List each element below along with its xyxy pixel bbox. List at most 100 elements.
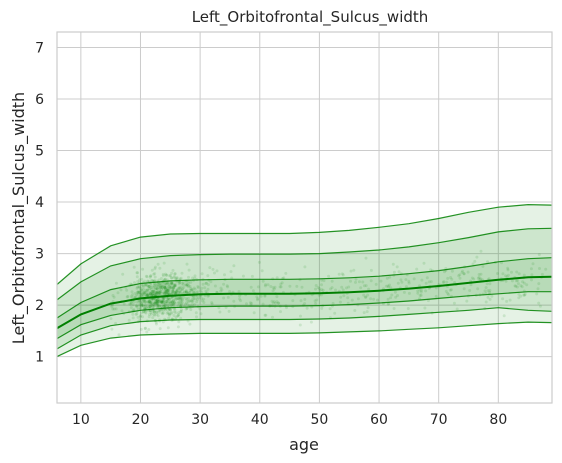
data-point: [466, 270, 470, 274]
data-point: [458, 273, 462, 277]
data-point: [449, 288, 453, 292]
data-point: [134, 313, 138, 316]
data-point: [282, 276, 286, 280]
data-point: [144, 283, 147, 287]
data-point: [140, 304, 144, 307]
data-point: [119, 288, 123, 292]
data-point: [349, 279, 352, 283]
data-point: [148, 292, 152, 296]
data-point: [167, 282, 171, 286]
data-point: [145, 289, 149, 293]
data-point: [175, 276, 179, 280]
data-point: [177, 313, 181, 317]
data-point: [388, 275, 392, 279]
data-point: [151, 292, 155, 296]
data-point: [171, 286, 175, 290]
data-point: [155, 310, 159, 314]
data-point: [153, 272, 157, 276]
data-point: [185, 291, 189, 295]
data-point: [158, 284, 162, 288]
data-point: [157, 293, 161, 296]
data-point: [129, 294, 133, 298]
data-point: [197, 296, 200, 300]
data-point: [522, 273, 526, 277]
data-point: [129, 306, 133, 309]
data-point: [182, 285, 186, 289]
data-point: [136, 290, 140, 294]
data-point: [130, 296, 134, 300]
data-point: [136, 292, 140, 296]
data-point: [181, 281, 185, 284]
data-point: [350, 298, 354, 302]
data-point: [264, 313, 268, 317]
data-point: [144, 326, 147, 330]
y-tick-labels: 1 2 3 4 5 6 7: [35, 40, 44, 365]
data-point: [376, 298, 379, 302]
data-point: [402, 290, 406, 294]
data-point: [150, 291, 154, 295]
data-point: [232, 264, 236, 268]
data-point: [505, 275, 509, 279]
data-point: [162, 304, 166, 308]
data-point: [132, 265, 136, 269]
data-point: [158, 286, 162, 290]
data-point: [166, 297, 170, 301]
data-point: [200, 286, 204, 290]
data-point: [155, 291, 158, 295]
data-point: [146, 300, 150, 304]
data-point: [161, 282, 165, 286]
data-point: [264, 283, 268, 287]
data-point: [152, 302, 156, 306]
data-point: [166, 290, 170, 294]
data-point: [160, 286, 164, 290]
data-point: [146, 284, 150, 288]
data-point: [162, 291, 166, 295]
data-point: [141, 294, 145, 298]
data-point: [138, 299, 142, 303]
data-point: [142, 304, 146, 308]
data-point: [145, 306, 149, 309]
data-point: [429, 280, 433, 284]
data-point: [155, 300, 159, 303]
data-point: [158, 291, 162, 295]
data-point: [359, 286, 363, 290]
data-point: [133, 281, 136, 285]
data-point: [111, 307, 115, 311]
data-point: [208, 266, 212, 270]
data-point: [261, 279, 265, 283]
data-point: [477, 275, 481, 279]
data-point: [122, 302, 126, 306]
data-point: [364, 295, 368, 299]
data-point: [148, 313, 151, 316]
data-point: [225, 284, 229, 288]
data-point: [490, 294, 494, 298]
data-point: [165, 299, 169, 303]
data-point: [138, 290, 142, 294]
data-point: [141, 285, 145, 289]
data-point: [280, 281, 284, 285]
data-point: [420, 288, 424, 292]
data-point: [249, 285, 253, 289]
data-point: [155, 301, 159, 304]
data-point: [329, 287, 333, 291]
data-point: [487, 277, 491, 281]
data-point: [462, 272, 466, 276]
data-point: [170, 300, 174, 304]
data-point: [488, 288, 492, 292]
data-point: [228, 290, 232, 293]
data-point: [145, 330, 149, 334]
data-point: [185, 284, 189, 287]
data-point: [167, 303, 171, 307]
data-point: [195, 315, 198, 319]
data-point: [180, 308, 184, 312]
y-tick-label: 1: [35, 350, 44, 366]
data-point: [193, 276, 197, 280]
data-point: [508, 298, 512, 302]
data-point: [250, 274, 254, 278]
data-point: [502, 314, 506, 318]
data-point: [161, 299, 164, 303]
data-point: [213, 284, 217, 288]
data-point: [166, 288, 170, 292]
data-point: [148, 305, 152, 309]
data-point: [416, 291, 420, 295]
